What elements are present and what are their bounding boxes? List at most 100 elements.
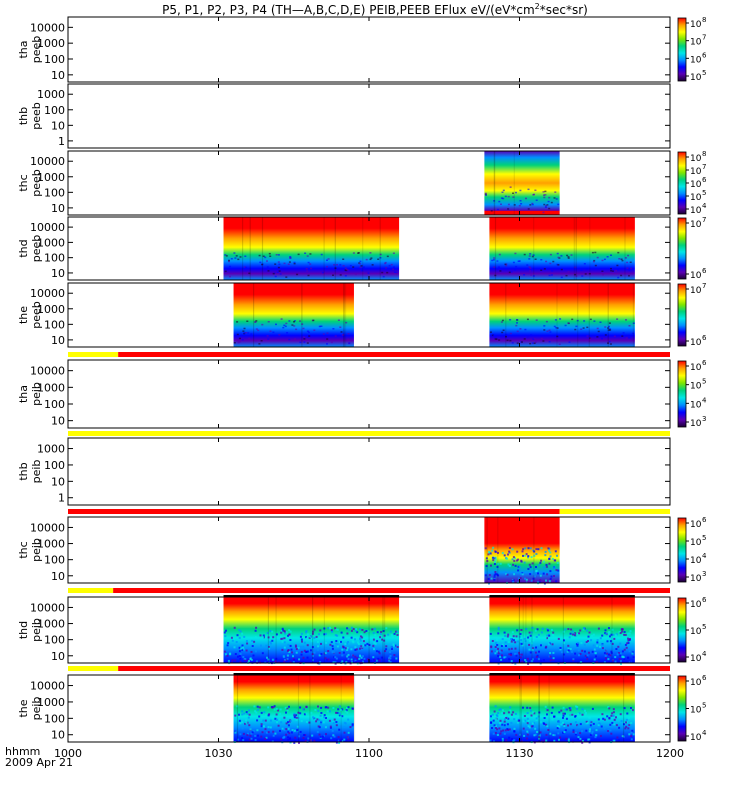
speckle [285,728,288,731]
speckle [277,339,280,341]
speckle [299,706,302,709]
streak [519,675,521,742]
speckle [508,648,511,651]
speckle [620,274,623,277]
speckle [492,717,495,720]
speckle [304,252,307,254]
speckle [283,646,286,649]
speckle [562,630,565,633]
speckle [524,554,527,557]
speckle [372,631,375,634]
speckle [305,712,308,715]
speckle [513,718,516,721]
speckle [289,720,292,722]
speckle [494,274,497,277]
speckle [518,651,520,654]
speckle [360,265,363,267]
speckle [332,328,335,330]
speckle [558,721,561,724]
speckle [529,204,532,206]
speckle [245,711,248,714]
speckle [604,654,607,657]
mode-bar-slow [68,588,114,593]
speckle [311,640,314,643]
speckle [508,736,511,739]
speckle [347,718,350,721]
speckle [629,261,632,263]
speckle [530,274,533,276]
speckle [501,191,504,193]
speckle [243,712,246,715]
speckle [339,725,342,728]
speckle [530,714,533,717]
speckle [340,331,343,333]
speckle [542,560,545,563]
speckle [323,716,326,719]
speckle [490,577,493,580]
y-tick-label: 1000 [37,381,65,394]
speckle [622,332,625,334]
speckle [292,660,295,663]
speckle [341,660,344,663]
speckle [529,253,532,255]
speckle [551,270,554,272]
speckle [299,645,302,648]
speckle [286,657,289,660]
speckle [628,733,631,736]
speckle [342,636,345,639]
colorbar [677,517,687,583]
speckle [391,648,393,650]
colorbar-label: 10 [690,654,702,664]
speckle [497,562,499,565]
speckle [343,738,346,741]
speckle [574,632,577,635]
speckle [295,648,298,650]
speckle [538,650,540,653]
speckle [303,641,306,644]
speckle [388,659,391,662]
speckle [584,654,587,657]
y-tick-label: 10 [51,334,65,347]
speckle [280,631,283,634]
speckle [563,725,566,727]
speckle [608,631,611,634]
speckle [577,642,579,645]
y-tick-label: 10 [51,729,65,742]
speckle [553,559,556,562]
speckle [266,266,269,268]
speckle [253,640,256,643]
speckle [230,258,233,260]
speckle [575,731,577,734]
speckle [623,631,626,633]
speckle [228,259,230,262]
speckle [560,651,563,654]
speckle [516,559,518,562]
colorbar-exponent: 4 [702,729,707,737]
speckle [548,643,551,646]
speckle [511,548,514,551]
speckle [594,655,597,658]
speckle [339,274,342,276]
speckle [595,734,598,737]
speckle [612,714,615,717]
speckle [246,659,249,662]
speckle [532,338,535,340]
speckle [508,271,511,274]
y-tick-label: 1000 [37,88,65,101]
speckle [543,739,546,742]
speckle [347,706,350,709]
speckle [557,637,560,640]
title-superscript: 2 [534,2,540,11]
speckle [347,338,350,340]
speckle [271,630,274,633]
speckle [255,320,258,322]
speckle [522,548,525,551]
speckle [552,658,555,661]
y-tick-label: 10000 [30,680,65,693]
speckle [540,559,543,562]
speckle [613,739,616,742]
panel-frame [67,437,671,506]
speckle [279,729,281,732]
speckle [345,661,348,664]
speckle [517,569,520,572]
